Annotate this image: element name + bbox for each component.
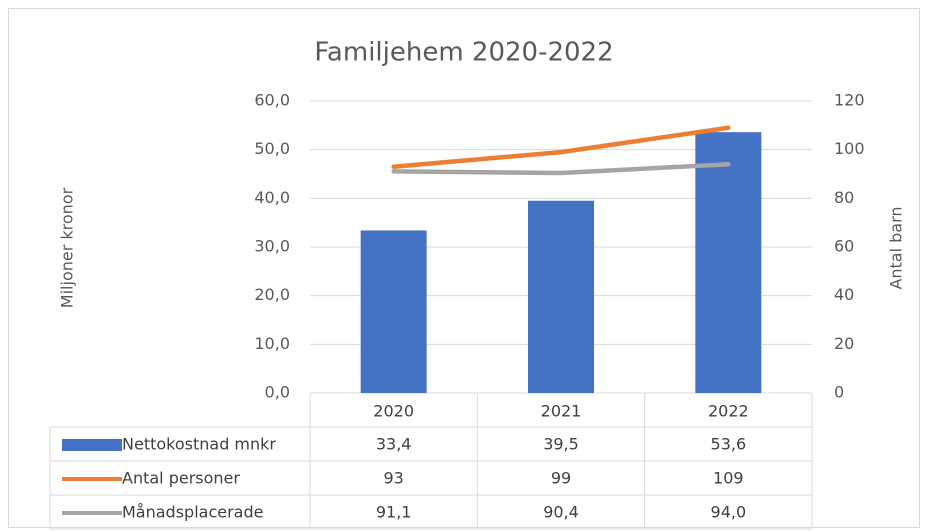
y2-tick-label: 60	[834, 237, 854, 256]
legend-label: Nettokostnad mnkr	[122, 435, 276, 454]
bar	[528, 200, 594, 393]
y-tick-label: 30,0	[254, 237, 290, 256]
table-value: 93	[383, 469, 403, 488]
table-value: 94,0	[711, 503, 747, 522]
table-value: 99	[551, 469, 571, 488]
line-series	[391, 125, 731, 169]
y2-tick-label: 0	[834, 383, 844, 402]
legend-label: Antal personer	[122, 469, 240, 488]
table-value: 33,4	[376, 435, 412, 454]
bar	[360, 230, 427, 393]
y-axis-label: Miljoner kronor	[58, 187, 77, 308]
x-tick-label: 2020	[373, 402, 414, 421]
table-value: 39,5	[543, 435, 579, 454]
y-tick-label: 10,0	[254, 334, 290, 353]
chart-border	[8, 8, 920, 528]
x-tick-label: 2021	[541, 402, 582, 421]
table-value: 109	[713, 469, 744, 488]
y2-tick-label: 20	[834, 334, 854, 353]
y-tick-label: 50,0	[254, 139, 290, 158]
line-series	[391, 162, 731, 176]
table-value: 53,6	[711, 435, 747, 454]
x-tick-label: 2022	[708, 402, 749, 421]
bar	[695, 132, 762, 393]
chart-title: Familjehem 2020-2022	[314, 38, 613, 68]
y-tick-label: 60,0	[254, 91, 290, 110]
y2-tick-label: 80	[834, 188, 854, 207]
table-value: 91,1	[376, 503, 412, 522]
y-tick-label: 0,0	[265, 383, 290, 402]
legend-label: Månadsplacerade	[122, 503, 263, 522]
y2-axis-label: Antal barn	[887, 206, 906, 289]
y-tick-label: 20,0	[254, 285, 290, 304]
y2-tick-label: 100	[834, 139, 865, 158]
table-value: 90,4	[543, 503, 579, 522]
y-tick-label: 40,0	[254, 188, 290, 207]
y2-tick-label: 120	[834, 91, 865, 110]
legend-swatch	[62, 439, 122, 451]
y2-tick-label: 40	[834, 285, 854, 304]
